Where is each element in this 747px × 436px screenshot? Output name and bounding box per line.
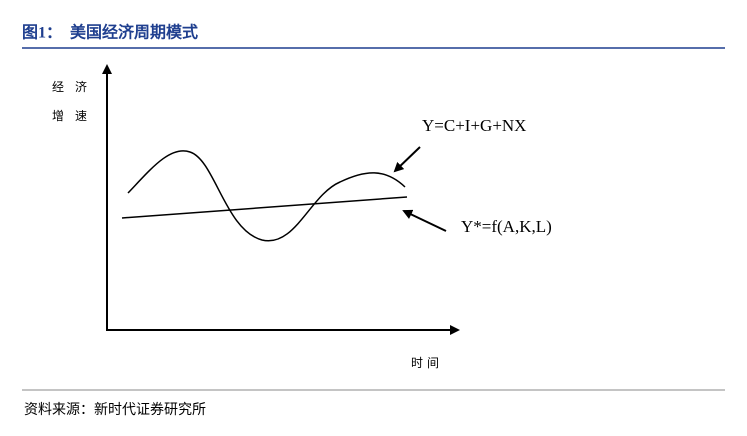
y-axis-label: 增 速: [52, 109, 91, 123]
pointer-arrow: [393, 146, 421, 173]
trend-line: [121, 196, 408, 219]
source-note: 资料来源：新时代证券研究所: [24, 402, 206, 418]
pointer-arrow: [402, 209, 447, 232]
figure-title: 图1： 美国经济周期模式: [22, 23, 198, 42]
x-axis-label: 时间: [411, 356, 443, 370]
curve-label: Y=C+I+G+NX: [422, 116, 526, 135]
cycle-curve: [127, 150, 406, 242]
y-axis-label: 经 济: [52, 79, 91, 94]
curve-label: Y*=f(A,K,L): [461, 217, 552, 236]
